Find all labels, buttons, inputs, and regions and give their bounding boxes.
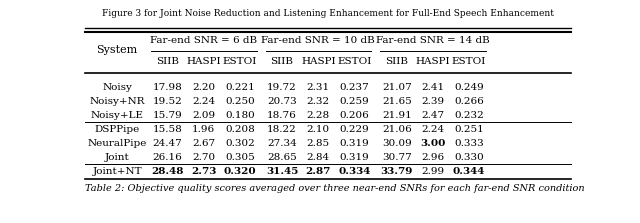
Text: SIIB: SIIB: [385, 57, 408, 66]
Text: 20.73: 20.73: [268, 97, 297, 106]
Text: 0.333: 0.333: [454, 139, 484, 148]
Text: 28.65: 28.65: [268, 153, 297, 162]
Text: 2.32: 2.32: [307, 97, 330, 106]
Text: 2.28: 2.28: [307, 111, 330, 120]
Text: 30.09: 30.09: [382, 139, 412, 148]
Text: 2.99: 2.99: [421, 167, 444, 176]
Text: 18.22: 18.22: [268, 125, 297, 134]
Text: 1.96: 1.96: [192, 125, 215, 134]
Text: Noisy: Noisy: [102, 83, 132, 91]
Text: 0.237: 0.237: [340, 83, 369, 91]
Text: 2.24: 2.24: [421, 125, 444, 134]
Text: Joint+NT: Joint+NT: [92, 167, 142, 176]
Text: 0.229: 0.229: [340, 125, 369, 134]
Text: 2.87: 2.87: [306, 167, 331, 176]
Text: 31.45: 31.45: [266, 167, 298, 176]
Text: 18.76: 18.76: [268, 111, 297, 120]
Text: NeuralPipe: NeuralPipe: [88, 139, 147, 148]
Text: Far-end SNR = 14 dB: Far-end SNR = 14 dB: [376, 36, 490, 45]
Text: 2.85: 2.85: [307, 139, 330, 148]
Text: 27.34: 27.34: [268, 139, 297, 148]
Text: ESTOI: ESTOI: [223, 57, 257, 66]
Text: 2.47: 2.47: [421, 111, 444, 120]
Text: DSPPipe: DSPPipe: [95, 125, 140, 134]
Text: 2.20: 2.20: [192, 83, 215, 91]
Text: 2.41: 2.41: [421, 83, 444, 91]
Text: 2.31: 2.31: [307, 83, 330, 91]
Text: 28.48: 28.48: [151, 167, 184, 176]
Text: 0.180: 0.180: [225, 111, 255, 120]
Text: 0.249: 0.249: [454, 83, 484, 91]
Text: 0.266: 0.266: [454, 97, 484, 106]
Text: 2.10: 2.10: [307, 125, 330, 134]
Text: 26.16: 26.16: [153, 153, 182, 162]
Text: 0.259: 0.259: [340, 97, 369, 106]
Text: 2.24: 2.24: [192, 97, 215, 106]
Text: 2.39: 2.39: [421, 97, 444, 106]
Text: 0.250: 0.250: [225, 97, 255, 106]
Text: 2.73: 2.73: [191, 167, 216, 176]
Text: 3.00: 3.00: [420, 139, 445, 148]
Text: 0.334: 0.334: [339, 167, 371, 176]
Text: HASPI: HASPI: [186, 57, 221, 66]
Text: 0.251: 0.251: [454, 125, 484, 134]
Text: SIIB: SIIB: [156, 57, 179, 66]
Text: HASPI: HASPI: [301, 57, 335, 66]
Text: 30.77: 30.77: [382, 153, 412, 162]
Text: Noisy+NR: Noisy+NR: [90, 97, 145, 106]
Text: 2.70: 2.70: [192, 153, 215, 162]
Text: 0.319: 0.319: [340, 139, 369, 148]
Text: Table 2: Objective quality scores averaged over three near-end SNRs for each far: Table 2: Objective quality scores averag…: [85, 184, 584, 193]
Text: Far-end SNR = 6 dB: Far-end SNR = 6 dB: [150, 36, 257, 45]
Text: 21.65: 21.65: [382, 97, 412, 106]
Text: 0.206: 0.206: [340, 111, 369, 120]
Text: 0.330: 0.330: [454, 153, 484, 162]
Text: 21.91: 21.91: [382, 111, 412, 120]
Text: 0.221: 0.221: [225, 83, 255, 91]
Text: Figure 3 for Joint Noise Reduction and Listening Enhancement for Full-End Speech: Figure 3 for Joint Noise Reduction and L…: [102, 9, 554, 18]
Text: 24.47: 24.47: [153, 139, 182, 148]
Text: 19.52: 19.52: [153, 97, 182, 106]
Text: 0.232: 0.232: [454, 111, 484, 120]
Text: SIIB: SIIB: [271, 57, 294, 66]
Text: 2.09: 2.09: [192, 111, 215, 120]
Text: Joint: Joint: [105, 153, 129, 162]
Text: HASPI: HASPI: [415, 57, 450, 66]
Text: 19.72: 19.72: [268, 83, 297, 91]
Text: 0.302: 0.302: [225, 139, 255, 148]
Text: 0.305: 0.305: [225, 153, 255, 162]
Text: ESTOI: ESTOI: [337, 57, 372, 66]
Text: 0.344: 0.344: [453, 167, 485, 176]
Text: System: System: [97, 45, 138, 55]
Text: 33.79: 33.79: [381, 167, 413, 176]
Text: 2.67: 2.67: [192, 139, 215, 148]
Text: 17.98: 17.98: [153, 83, 182, 91]
Text: ESTOI: ESTOI: [452, 57, 486, 66]
Text: 2.96: 2.96: [421, 153, 444, 162]
Text: Noisy+LE: Noisy+LE: [91, 111, 144, 120]
Text: 15.58: 15.58: [153, 125, 182, 134]
Text: 21.06: 21.06: [382, 125, 412, 134]
Text: Far-end SNR = 10 dB: Far-end SNR = 10 dB: [262, 36, 375, 45]
Text: 0.320: 0.320: [223, 167, 256, 176]
Text: 15.79: 15.79: [153, 111, 182, 120]
Text: 21.07: 21.07: [382, 83, 412, 91]
Text: 0.319: 0.319: [340, 153, 369, 162]
Text: 2.84: 2.84: [307, 153, 330, 162]
Text: 0.208: 0.208: [225, 125, 255, 134]
